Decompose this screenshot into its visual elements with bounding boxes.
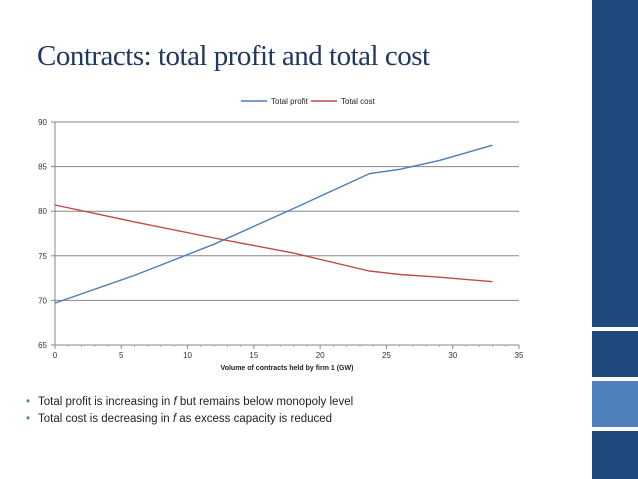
- y-tick-label: 75: [38, 252, 47, 261]
- legend-label: Total cost: [341, 97, 376, 106]
- y-tick-label: 80: [38, 207, 47, 216]
- x-tick-label: 30: [448, 351, 457, 360]
- bullet-text: Total profit is increasing in: [38, 396, 174, 408]
- y-tick-label: 70: [38, 296, 47, 305]
- bullet-text: Total cost is decreasing in: [38, 413, 173, 425]
- side-bar-segment: [592, 431, 638, 479]
- x-tick-label: 5: [119, 351, 124, 360]
- legend-label: Total profit: [271, 97, 309, 106]
- bullet-item: Total cost is decreasing in f as excess …: [26, 411, 353, 428]
- x-tick-label: 20: [316, 351, 325, 360]
- x-tick-label: 35: [515, 351, 524, 360]
- y-tick-label: 65: [38, 341, 47, 350]
- bullet-text: as excess capacity is reduced: [176, 413, 333, 425]
- series-line-total-cost: [54, 204, 493, 283]
- x-tick-label: 10: [183, 351, 192, 360]
- side-bar-segment: [592, 331, 638, 377]
- series-line-total-profit: [54, 144, 493, 304]
- bullet-list: Total profit is increasing in f but rema…: [26, 394, 353, 428]
- x-axis-label: Volume of contracts held by firm 1 (GW): [221, 365, 354, 372]
- bullet-item: Total profit is increasing in f but rema…: [26, 394, 353, 411]
- x-tick-label: 25: [382, 351, 391, 360]
- slide-title: Contracts: total profit and total cost: [37, 40, 430, 72]
- side-bar-segment: [592, 0, 638, 327]
- x-tick-label: 15: [249, 351, 258, 360]
- variable-f: f: [172, 413, 177, 425]
- variable-f: f: [173, 396, 177, 408]
- bullet-text: but remains below monopoly level: [176, 396, 354, 408]
- y-tick-label: 85: [38, 163, 47, 172]
- y-tick-label: 90: [38, 118, 47, 127]
- side-decoration-bar: [592, 0, 638, 479]
- x-tick-label: 0: [53, 351, 58, 360]
- side-bar-segment: [592, 381, 638, 427]
